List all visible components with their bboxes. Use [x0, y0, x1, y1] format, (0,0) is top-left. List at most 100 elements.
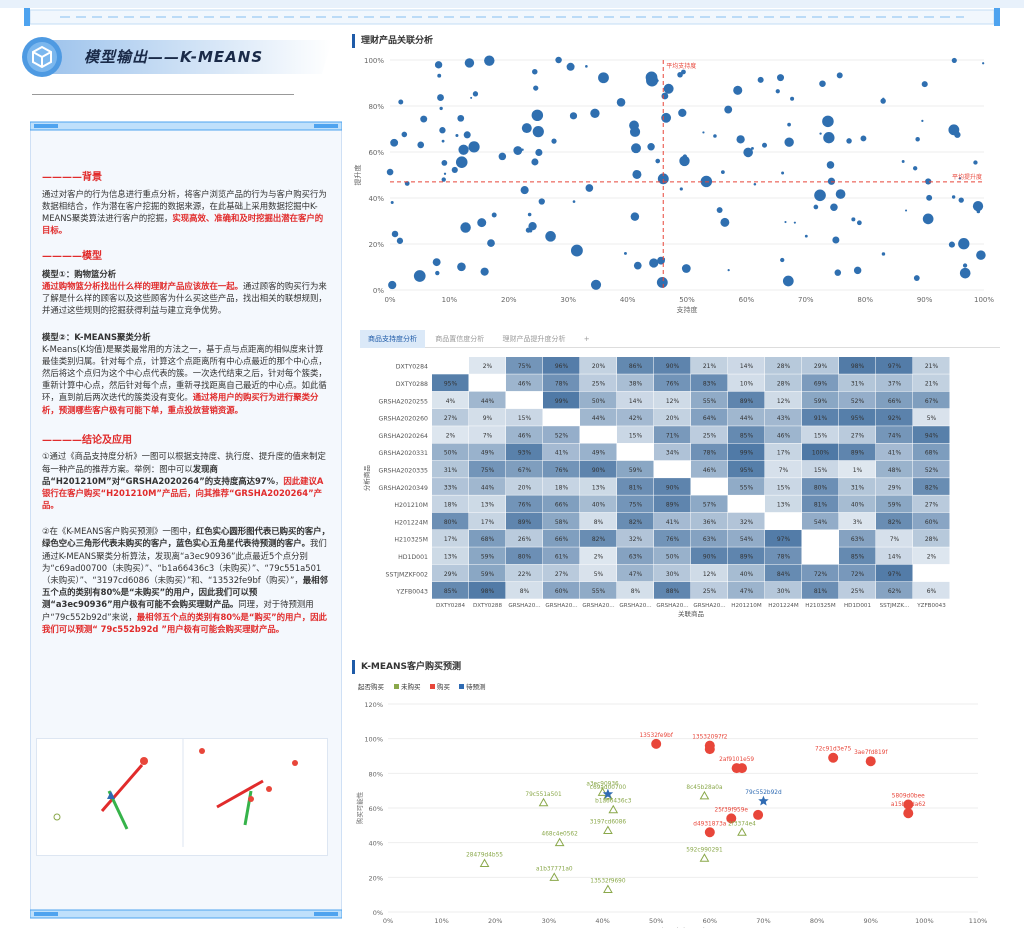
tab-support[interactable]: 商品支持度分析 — [360, 330, 425, 348]
legend-label[interactable]: 购买 — [437, 682, 451, 691]
heatmap-cell-label: 52% — [925, 467, 939, 474]
heatmap-cell-label: 27% — [925, 502, 939, 509]
heatmap-cell — [580, 547, 617, 565]
support-heatmap: DXTY0284 2% 75% 96% 20% 86% 90% 21% 14% 28% 29% 98%… — [362, 357, 950, 618]
heatmap-cell — [432, 460, 469, 478]
heatmap-cell-label: 88% — [666, 588, 680, 595]
bubble — [520, 186, 529, 195]
heatmap-cell — [876, 530, 913, 547]
heatmap-row-label: SSTJMZKF002 — [386, 571, 429, 578]
heatmap-cell-label: 13% — [777, 502, 791, 509]
heatmap-cell-label: 75% — [518, 363, 532, 370]
legend-label[interactable]: 起否购买 — [358, 682, 385, 691]
heatmap-cell-label: 49% — [481, 450, 495, 457]
x-tick-label: 50% — [649, 917, 663, 925]
heatmap-cell-label: 78% — [777, 553, 791, 560]
heatmap-cell-label: 59% — [629, 467, 643, 474]
heatmap-cell-label: 41% — [666, 519, 680, 526]
heatmap-cell-label: 12% — [777, 398, 791, 405]
tab-lift[interactable]: 理财产品提升度分析 — [502, 335, 566, 343]
tab-confidence[interactable]: 商品置信度分析 — [435, 335, 485, 343]
heatmap-cell-label: 12% — [666, 398, 680, 405]
heatmap-cell — [432, 512, 469, 530]
bubble — [616, 98, 626, 107]
heatmap-cell — [765, 391, 802, 409]
bubble — [913, 275, 920, 281]
point-label: 592c990291 — [686, 847, 723, 853]
heatmap-cell-label: 13% — [444, 553, 458, 560]
heatmap-cell-label: 68% — [481, 536, 495, 543]
avg-support-label: 平均支持度 — [666, 62, 696, 70]
conclusion-heading: ————结论及应用 — [42, 434, 132, 446]
bubble — [781, 171, 785, 175]
heatmap-cell — [913, 495, 950, 513]
point-label: c69ad00700 — [590, 785, 627, 791]
bubble — [441, 177, 446, 182]
bubble — [455, 156, 468, 168]
heatmap-cell — [469, 495, 506, 513]
heatmap-cell-label: 29% — [888, 484, 902, 491]
heatmap-cell-label: 52% — [851, 398, 865, 405]
heatmap-cell-label: 93% — [518, 450, 532, 457]
bubble — [678, 108, 687, 118]
heatmap-cell-label: 84% — [777, 571, 791, 578]
heatmap-cell-label: 36% — [703, 519, 717, 526]
bubble — [491, 212, 497, 218]
heatmap-col-label: GRSHA20... — [508, 603, 540, 609]
legend-label[interactable]: 待预测 — [466, 682, 486, 691]
y-axis-label: 提升度 — [353, 165, 362, 186]
conclusion-p2c: 我们通过K-MEANS聚类分析算法，发现离“a3ec90936”此点最近5个点分… — [42, 538, 327, 585]
heatmap-cell — [728, 478, 765, 495]
heatmap-cell-label: 59% — [814, 398, 828, 405]
heatmap-cell-label: 44% — [592, 415, 606, 422]
bubble — [630, 212, 640, 221]
heatmap-cell-label: 49% — [592, 450, 606, 457]
bubble — [976, 250, 986, 260]
heatmap-cell — [839, 443, 876, 461]
heatmap-cell — [654, 512, 691, 530]
heatmap-cell — [728, 495, 765, 513]
heatmap-cell — [839, 391, 876, 409]
bubble — [633, 261, 642, 270]
heatmap-cell — [691, 547, 728, 565]
heatmap-cell — [691, 374, 728, 392]
heatmap-cell-label: 71% — [666, 432, 680, 439]
heatmap-cell-label: 28% — [925, 536, 939, 543]
bubble — [417, 141, 425, 149]
heatmap-cell — [839, 512, 876, 530]
model2-highlight: 通过将用户的购买行为进行聚类分析，预测哪些客户极有可能下单，重点投放营销资源。 — [42, 392, 319, 415]
y-tick-label: 60% — [368, 149, 384, 157]
bubble — [513, 146, 523, 155]
heatmap-cell-label: 95% — [851, 415, 865, 422]
heatmap-cell-label: 8% — [520, 588, 530, 595]
bubble — [856, 220, 862, 226]
heatmap-cell — [469, 408, 506, 426]
heatmap-cell — [543, 495, 580, 513]
legend-label[interactable]: 未购买 — [401, 682, 421, 691]
point-label: 2f3374e4 — [728, 821, 756, 827]
heatmap-cell-label: 32% — [629, 536, 643, 543]
heatmap-cell — [506, 408, 543, 426]
heatmap-col-label: GRSHA20... — [693, 603, 725, 609]
heatmap-cell-label: 89% — [518, 519, 532, 526]
heatmap-cell-label: 7% — [483, 432, 493, 439]
heatmap-cell — [469, 581, 506, 599]
heatmap-cell-label: 12% — [703, 571, 717, 578]
heatmap-cell-label: 31% — [851, 380, 865, 387]
heatmap-cell-label: 82% — [888, 519, 902, 526]
heatmap-cell-label: 59% — [888, 502, 902, 509]
chart-tabs: 商品支持度分析 商品置信度分析 理财产品提升度分析 + — [360, 330, 1000, 348]
heatmap-cell — [580, 357, 617, 374]
bubble — [629, 126, 641, 137]
heatmap-cell — [913, 391, 950, 409]
bubble — [661, 112, 672, 123]
heatmap-cell-label: 1% — [853, 467, 863, 474]
tab-add[interactable]: + — [583, 335, 590, 343]
heatmap-cell — [543, 443, 580, 461]
bubble — [570, 244, 583, 257]
heatmap-col-label: DXTY0284 — [436, 603, 466, 609]
bubble — [590, 279, 602, 290]
heatmap-cell-label: 28% — [777, 380, 791, 387]
heatmap-cell-label: 99% — [740, 450, 754, 457]
heatmap-cell-label: 83% — [703, 380, 717, 387]
